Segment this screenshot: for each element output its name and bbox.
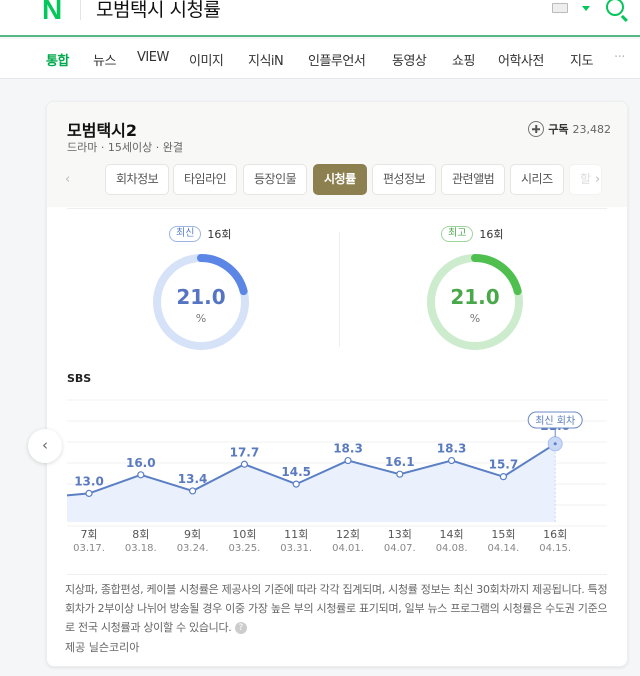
tab-ratings[interactable]: 시청률 [313, 164, 367, 195]
svg-text:03.24.: 03.24. [177, 543, 209, 552]
tab-more[interactable]: 할 [569, 164, 602, 195]
svg-text:04.08.: 04.08. [436, 543, 468, 552]
tab-map[interactable]: 지도 [570, 54, 593, 69]
svg-text:14.5: 14.5 [281, 465, 311, 479]
latest-unit: % [195, 312, 207, 325]
svg-text:18.3: 18.3 [437, 442, 467, 456]
divider [67, 208, 607, 209]
search-input[interactable]: 모범택시 시청률 [96, 0, 221, 21]
highest-value: 21.0 [450, 285, 500, 309]
svg-text:11회: 11회 [284, 528, 308, 541]
svg-text:16.0: 16.0 [126, 456, 156, 470]
chevron-down-icon[interactable] [582, 6, 590, 11]
program-title[interactable]: 모범택시2 [67, 121, 138, 140]
chevron-right-icon[interactable]: › [595, 172, 601, 187]
svg-text:16.1: 16.1 [385, 455, 415, 469]
ratings-card: 모범택시2 드라마 · 15세이상 · 완결 구독 23,482 ‹ 회차정보 … [46, 101, 628, 667]
svg-text:15회: 15회 [491, 528, 515, 541]
highest-label: 최고 16회 [441, 226, 504, 242]
more-icon[interactable]: ··· [614, 50, 625, 65]
svg-text:10회: 10회 [232, 528, 256, 541]
chevron-left-icon[interactable]: ‹ [65, 172, 71, 187]
tab-images[interactable]: 이미지 [189, 54, 224, 69]
svg-text:14회: 14회 [440, 528, 464, 541]
tab-episode-info[interactable]: 회차정보 [105, 164, 170, 195]
svg-text:9회: 9회 [184, 528, 201, 541]
svg-text:17.7: 17.7 [230, 445, 260, 459]
subscriber-count: 23,482 [572, 122, 612, 136]
keyboard-icon[interactable] [552, 3, 568, 13]
highest-badge: 최고 [441, 226, 474, 242]
subscribe-button[interactable]: 구독 23,482 [528, 121, 611, 137]
svg-text:04.07.: 04.07. [384, 543, 416, 552]
tab-timeline[interactable]: 타임라인 [173, 164, 238, 195]
network-label: SBS [67, 372, 92, 385]
search-icon[interactable] [606, 0, 624, 16]
latest-label: 최신 16회 [169, 226, 232, 242]
ratings-notice: 지상파, 종합편성, 케이블 시청률은 제공사의 기준에 따라 각각 집계되며,… [65, 580, 615, 637]
tab-shopping[interactable]: 쇼핑 [452, 54, 475, 69]
highest-episode: 16회 [479, 228, 504, 241]
svg-text:12회: 12회 [336, 528, 360, 541]
card-header: 모범택시2 드라마 · 15세이상 · 완결 구독 23,482 ‹ 회차정보 … [47, 102, 627, 207]
svg-text:7회: 7회 [80, 528, 97, 541]
search-header: N 모범택시 시청률 [0, 0, 640, 37]
line-chart: 13.0 7회 03.17. 16.0 8회 03.18. 13.4 9회 03.24. 17.7… [66, 399, 607, 554]
svg-text:16회: 16회 [543, 528, 567, 541]
svg-text:04.15.: 04.15. [539, 543, 571, 552]
svg-text:13.0: 13.0 [74, 474, 104, 488]
svg-text:8회: 8회 [132, 528, 149, 541]
ratings-chart: 13.0 7회 03.17. 16.0 8회 03.18. 13.4 9회 03.24. 17.7… [66, 392, 607, 554]
naver-logo[interactable]: N [42, 0, 63, 25]
svg-text:13.4: 13.4 [178, 472, 208, 486]
svg-text:04.01.: 04.01. [332, 543, 364, 552]
divider [80, 0, 81, 20]
latest-badge: 최신 [169, 226, 202, 242]
latest-value: 21.0 [176, 285, 226, 309]
svg-text:18.3: 18.3 [333, 442, 363, 456]
highest-gauge: 21.0 % [425, 252, 525, 352]
search-tabs: 통합 뉴스 VIEW 이미지 지식iN 인플루언서 동영상 쇼핑 어학사전 지도… [0, 39, 640, 79]
latest-episode: 16회 [207, 228, 232, 241]
svg-text:03.25.: 03.25. [228, 543, 260, 552]
divider [339, 232, 340, 347]
tab-dictionary[interactable]: 어학사전 [498, 54, 544, 69]
svg-text:04.14.: 04.14. [487, 543, 519, 552]
tab-schedule[interactable]: 편성정보 [372, 164, 437, 195]
svg-text:13회: 13회 [388, 528, 412, 541]
tab-view[interactable]: VIEW [137, 50, 169, 65]
tab-integrated[interactable]: 통합 [46, 54, 69, 69]
divider [67, 574, 607, 575]
svg-text:03.31.: 03.31. [280, 543, 312, 552]
svg-text:최신 회차: 최신 회차 [535, 415, 575, 427]
data-provider: 제공 닐슨코리아 [65, 641, 140, 654]
svg-text:03.18.: 03.18. [125, 543, 157, 552]
tab-knowledge-in[interactable]: 지식iN [248, 54, 284, 69]
program-tabs: ‹ 회차정보 타임라인 등장인물 시청률 편성정보 관련앨범 시리즈 할 › [47, 164, 627, 198]
help-icon[interactable]: ? [234, 622, 247, 634]
tab-series[interactable]: 시리즈 [510, 164, 564, 195]
plus-icon [528, 121, 545, 137]
highest-unit: % [469, 312, 481, 325]
subscribe-label: 구독 [548, 123, 569, 136]
tab-characters[interactable]: 등장인물 [243, 164, 308, 195]
notice-text: 지상파, 종합편성, 케이블 시청률은 제공사의 기준에 따라 각각 집계되며,… [65, 583, 608, 634]
svg-text:15.7: 15.7 [489, 458, 519, 472]
tab-news[interactable]: 뉴스 [93, 54, 116, 69]
tab-influencer[interactable]: 인플루언서 [308, 54, 366, 69]
chart-prev-button[interactable]: ‹ [28, 429, 62, 463]
tab-video[interactable]: 동영상 [392, 54, 427, 69]
latest-gauge: 21.0 % [151, 252, 251, 352]
svg-text:03.17.: 03.17. [73, 543, 105, 552]
tab-albums[interactable]: 관련앨범 [441, 164, 506, 195]
program-info: 드라마 · 15세이상 · 완결 [67, 141, 183, 154]
